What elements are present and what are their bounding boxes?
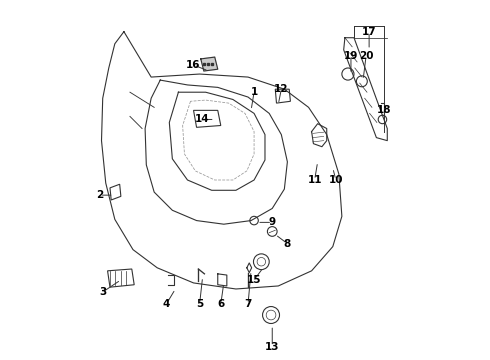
Text: 20: 20 xyxy=(359,51,373,61)
Text: 19: 19 xyxy=(344,51,358,61)
Text: 9: 9 xyxy=(269,217,276,228)
Text: 17: 17 xyxy=(362,27,376,37)
Text: 14: 14 xyxy=(196,114,210,125)
Text: 5: 5 xyxy=(196,299,203,309)
Text: 16: 16 xyxy=(186,60,201,70)
Text: 13: 13 xyxy=(265,342,279,351)
Text: 3: 3 xyxy=(99,287,106,297)
Text: 8: 8 xyxy=(284,239,291,248)
Text: 4: 4 xyxy=(163,299,170,309)
Text: 2: 2 xyxy=(96,190,103,200)
Text: 10: 10 xyxy=(329,175,343,185)
Text: 6: 6 xyxy=(217,299,224,309)
Text: 18: 18 xyxy=(377,105,392,115)
Polygon shape xyxy=(201,57,218,71)
Text: 1: 1 xyxy=(250,87,258,97)
Text: 15: 15 xyxy=(247,275,261,285)
Text: 11: 11 xyxy=(307,175,322,185)
Text: 7: 7 xyxy=(245,299,252,309)
Text: 12: 12 xyxy=(274,84,289,94)
